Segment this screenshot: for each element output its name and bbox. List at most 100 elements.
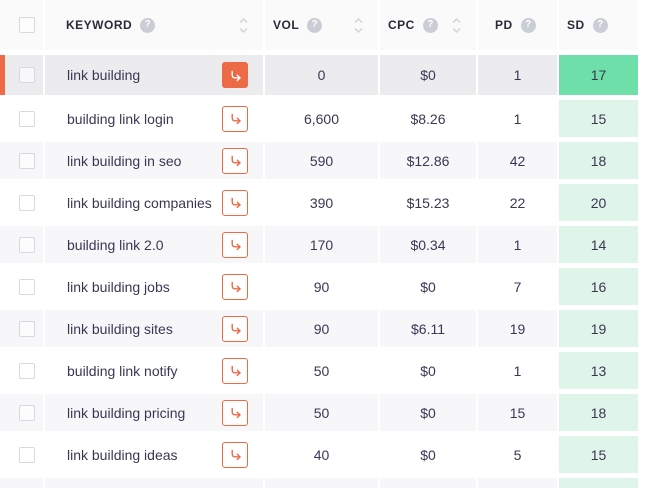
- select-all-checkbox[interactable]: [19, 17, 35, 33]
- header-pd: PD ?: [478, 0, 557, 50]
- keyword-text: link building: [67, 67, 141, 83]
- header-cpc: CPC ?: [380, 0, 476, 50]
- open-keyword-button[interactable]: [222, 189, 248, 216]
- arrow-right-hook-icon: [231, 365, 241, 377]
- open-keyword-button[interactable]: [222, 147, 248, 174]
- row-checkbox[interactable]: [19, 236, 35, 253]
- cpc-value: [380, 478, 476, 488]
- row-select-cell: [0, 394, 43, 431]
- table-row: link building companies 390 $15.23 22 20: [0, 184, 645, 221]
- row-checkbox[interactable]: [19, 404, 35, 421]
- keyword-text: link building in seo: [67, 152, 182, 169]
- pd-value: 22: [478, 184, 557, 221]
- row-checkbox[interactable]: [19, 278, 35, 295]
- row-checkbox[interactable]: [19, 67, 35, 83]
- row-select-cell: [0, 142, 43, 179]
- volume-value: [265, 478, 378, 488]
- arrow-right-hook-icon: [231, 70, 241, 81]
- open-keyword-button[interactable]: [222, 105, 248, 132]
- help-icon[interactable]: ?: [422, 17, 438, 33]
- table-row: building link login 6,600 $8.26 1 15: [0, 100, 645, 137]
- pd-value: 1: [478, 226, 557, 263]
- keyword-text: building link notify: [67, 362, 178, 379]
- volume-value: 50: [265, 394, 378, 431]
- row-select-cell: [0, 352, 43, 389]
- sort-icon[interactable]: [451, 16, 462, 35]
- open-keyword-button[interactable]: [222, 62, 248, 88]
- open-keyword-button[interactable]: [222, 441, 248, 468]
- sd-value: 13: [559, 352, 638, 389]
- sd-value: 16: [559, 268, 638, 305]
- header-select-cell: [0, 0, 43, 50]
- row-select-cell: [0, 55, 43, 95]
- keyword-column-label: KEYWORD: [66, 18, 133, 32]
- row-checkbox[interactable]: [19, 320, 35, 337]
- arrow-right-hook-icon: [231, 407, 241, 419]
- keyword-cell: link building companies: [45, 184, 263, 221]
- pd-value: 1: [478, 55, 557, 95]
- cpc-value: $0: [380, 352, 476, 389]
- row-checkbox[interactable]: [19, 194, 35, 211]
- sd-value: 15: [559, 100, 638, 137]
- table-row: link building ideas 40 $0 5 15: [0, 436, 645, 473]
- volume-value: 6,600: [265, 100, 378, 137]
- selected-row-marker: [0, 55, 5, 95]
- keyword-cell: link building jobs: [45, 268, 263, 305]
- arrow-right-hook-icon: [231, 449, 241, 461]
- pd-value: 15: [478, 394, 557, 431]
- table-row: building link notify 50 $0 1 13: [0, 352, 645, 389]
- help-icon[interactable]: ?: [307, 17, 323, 33]
- row-checkbox[interactable]: [19, 446, 35, 463]
- row-select-cell: [0, 310, 43, 347]
- keyword-text: link building sites: [67, 320, 173, 337]
- keyword-text: link building jobs: [67, 278, 170, 295]
- open-keyword-button[interactable]: [222, 399, 248, 426]
- header-sd: SD ?: [559, 0, 638, 50]
- table-row: link building sites 90 $6.11 19 19: [0, 310, 645, 347]
- table-row: [0, 478, 645, 488]
- sort-icon[interactable]: [238, 16, 249, 35]
- cpc-value: $12.86: [380, 142, 476, 179]
- row-checkbox[interactable]: [19, 152, 35, 169]
- table-row: link building pricing 50 $0 15 18: [0, 394, 645, 431]
- pd-value: 42: [478, 142, 557, 179]
- pd-value: 7: [478, 268, 557, 305]
- arrow-right-hook-icon: [231, 197, 241, 209]
- help-icon[interactable]: ?: [520, 17, 536, 33]
- cpc-value: $0: [380, 394, 476, 431]
- arrow-right-hook-icon: [231, 323, 241, 335]
- pd-value: 5: [478, 436, 557, 473]
- table-row: link building jobs 90 $0 7 16: [0, 268, 645, 305]
- row-select-cell: [0, 436, 43, 473]
- cpc-column-label: CPC: [388, 18, 415, 32]
- open-keyword-button[interactable]: [222, 231, 248, 258]
- sort-icon[interactable]: [353, 16, 364, 35]
- help-icon[interactable]: ?: [140, 17, 156, 33]
- open-keyword-button[interactable]: [222, 315, 248, 342]
- help-icon[interactable]: ?: [592, 17, 608, 33]
- cpc-value: $15.23: [380, 184, 476, 221]
- sd-value: [559, 478, 638, 488]
- table-row: link building in seo 590 $12.86 42 18: [0, 142, 645, 179]
- row-checkbox[interactable]: [19, 110, 35, 127]
- sd-value: 17: [559, 55, 638, 95]
- open-keyword-button[interactable]: [222, 273, 248, 300]
- sd-value: 18: [559, 142, 638, 179]
- keyword-text: link building ideas: [67, 446, 178, 463]
- table-row: link building 0 $0 1 17: [0, 55, 645, 95]
- keyword-text: building link 2.0: [67, 236, 164, 253]
- table-body: link building 0 $0 1 17 building link lo…: [0, 55, 645, 488]
- pd-value: 1: [478, 100, 557, 137]
- row-select-cell: [0, 478, 43, 488]
- open-keyword-button[interactable]: [222, 357, 248, 384]
- volume-value: 90: [265, 268, 378, 305]
- pd-column-label: PD: [495, 18, 513, 32]
- row-checkbox[interactable]: [19, 362, 35, 379]
- volume-value: 0: [265, 55, 378, 95]
- row-select-cell: [0, 226, 43, 263]
- arrow-right-hook-icon: [231, 239, 241, 251]
- cpc-value: $0: [380, 268, 476, 305]
- cpc-value: $0: [380, 55, 476, 95]
- vol-column-label: VOL: [273, 18, 300, 32]
